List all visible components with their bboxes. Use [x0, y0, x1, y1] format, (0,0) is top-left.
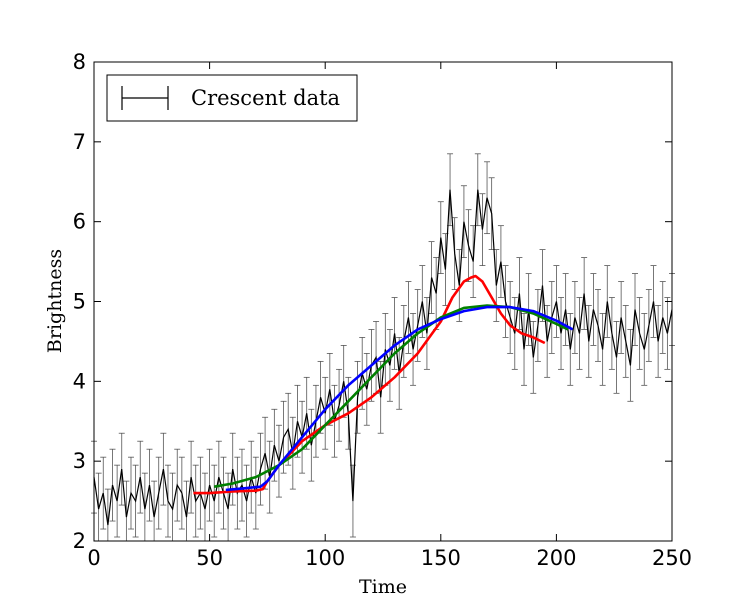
y-axis-title: Brightness [44, 249, 66, 353]
y-tick-label: 3 [73, 449, 86, 473]
y-tick-label: 2 [73, 529, 86, 553]
x-tick-label: 200 [536, 546, 576, 570]
x-axis-title: Time [359, 576, 407, 598]
y-tick-label: 6 [73, 210, 86, 234]
y-tick-label: 7 [73, 130, 86, 154]
x-tick-label: 0 [87, 546, 100, 570]
y-tick-label: 4 [73, 369, 86, 393]
x-tick-label: 250 [652, 546, 692, 570]
plot-area [94, 62, 672, 541]
blue-model-line [225, 305, 574, 492]
red-model-line [193, 274, 546, 495]
legend: Crescent data [106, 74, 358, 122]
x-tick-label: 100 [305, 546, 345, 570]
x-tick-label: 50 [196, 546, 223, 570]
y-axis-ticks: 2 3 4 5 6 7 8 [73, 50, 672, 553]
model-lines [193, 274, 574, 495]
y-tick-label: 5 [73, 290, 86, 314]
y-tick-label: 8 [73, 50, 86, 74]
data-series-line [93, 189, 673, 526]
x-tick-label: 150 [421, 546, 461, 570]
legend-label: Crescent data [191, 86, 340, 110]
x-axis-ticks: 0 50 100 150 200 250 [87, 62, 692, 570]
